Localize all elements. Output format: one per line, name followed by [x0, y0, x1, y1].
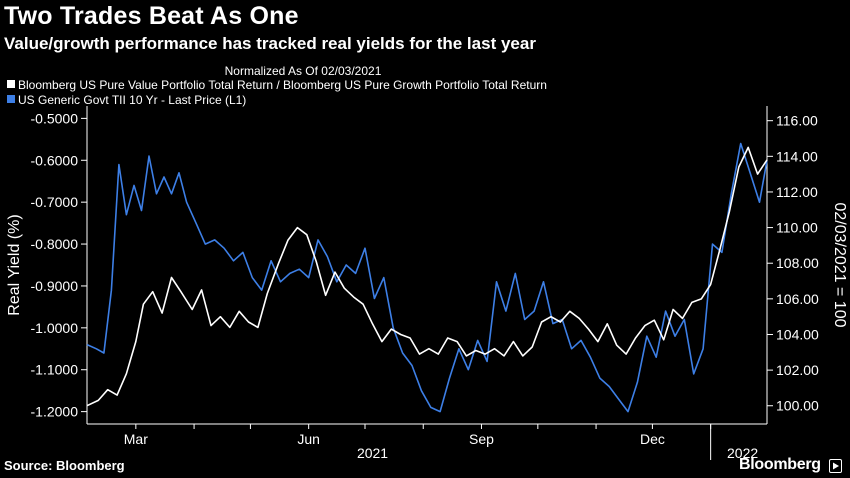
legend-label-value-growth: Bloomberg US Pure Value Portfolio Total …: [18, 78, 547, 92]
x-month-label: Sep: [469, 431, 494, 447]
right-tick-label: 102.00: [776, 362, 819, 378]
left-tick-label: -0.7000: [31, 194, 79, 210]
left-tick-label: -1.2000: [31, 404, 79, 420]
right-tick-label: 106.00: [776, 291, 819, 307]
chart-axes: -0.5000 -0.6000 -0.7000 -0.8000 -0.9000 -1.00…: [6, 106, 848, 461]
series-line-tips-yield: [86, 142, 768, 413]
left-tick-label: -0.9000: [31, 278, 79, 294]
x-month-label: Jun: [297, 431, 320, 447]
right-tick-label: 108.00: [776, 255, 819, 271]
left-tick-label: -1.1000: [31, 362, 79, 378]
chart-title: Two Trades Beat As One: [4, 2, 299, 30]
chart-subtitle: Value/growth performance has tracked rea…: [4, 34, 536, 53]
right-tick-label: 114.00: [776, 148, 818, 164]
brand-logo-text: Bloomberg: [739, 456, 821, 473]
source-note: Source: Bloomberg: [4, 458, 125, 473]
left-tick-label: -0.5000: [31, 110, 79, 126]
x-year-label: 2021: [357, 445, 388, 461]
right-tick-label: 112.00: [776, 184, 818, 200]
left-axis-title: Real Yield (%): [6, 214, 23, 315]
normalized-note: Normalized As Of 02/03/2021: [225, 64, 382, 78]
legend-label-tips: US Generic Govt TII 10 Yr - Last Price (…: [18, 93, 246, 107]
left-tick-label: -1.0000: [31, 320, 79, 336]
right-tick-label: 104.00: [776, 326, 819, 342]
right-tick-label: 100.00: [776, 398, 819, 414]
right-tick-label: 116.00: [776, 113, 818, 129]
plot-area: [86, 142, 768, 413]
x-year-label: 2022: [727, 445, 758, 461]
right-tick-label: 110.00: [776, 220, 818, 236]
left-tick-label: -0.6000: [31, 152, 79, 168]
x-month-label: Mar: [124, 431, 148, 447]
right-axis-title: 02/03/2021 = 100: [831, 202, 848, 327]
bloomberg-play-icon: [829, 459, 842, 473]
x-month-label: Dec: [640, 431, 665, 447]
series-line-value-growth: [86, 146, 768, 407]
legend-swatch-white: [7, 80, 15, 88]
legend-swatch-blue: [7, 95, 15, 103]
left-tick-label: -0.8000: [31, 236, 79, 252]
